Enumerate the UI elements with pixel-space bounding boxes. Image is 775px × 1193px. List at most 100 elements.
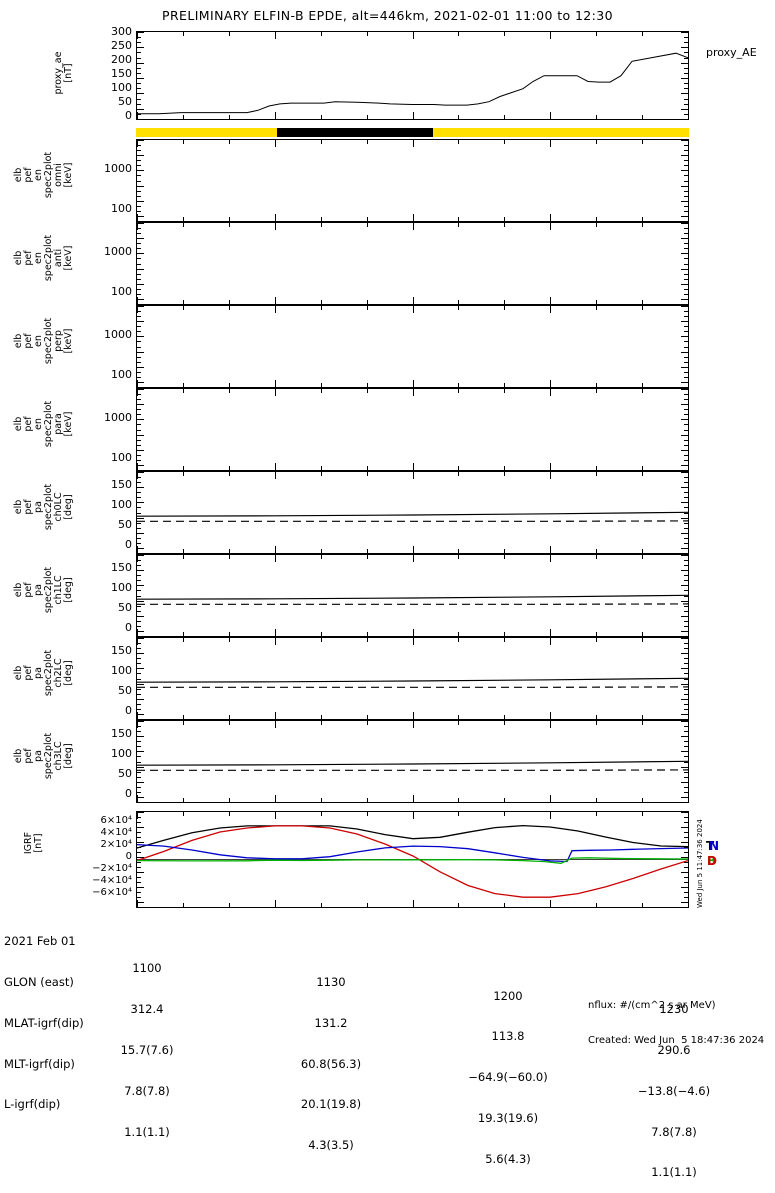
axis-tick xyxy=(137,527,141,529)
axis-tick xyxy=(681,721,688,722)
axis-tick xyxy=(182,632,184,636)
page-title: PRELIMINARY ELFIN-B EPDE, alt=446km, 202… xyxy=(162,8,613,23)
axis-tick xyxy=(137,698,144,700)
axis-tick xyxy=(228,555,230,559)
axis-tick xyxy=(137,119,141,120)
axis-tick xyxy=(137,434,144,436)
axis-tick xyxy=(684,98,688,100)
axis-tick xyxy=(684,497,688,499)
axis-tick xyxy=(681,751,688,753)
cell: 4.3(3.5) xyxy=(308,1138,354,1153)
axis-tick xyxy=(504,472,506,476)
axis-tick xyxy=(137,605,141,607)
axis-tick xyxy=(688,721,689,728)
axis-tick xyxy=(504,383,506,387)
axis-tick xyxy=(137,726,141,728)
panel-en-para xyxy=(136,388,689,471)
axis-tick xyxy=(684,512,688,514)
axis-tick xyxy=(137,817,141,818)
axis-tick xyxy=(412,214,414,221)
axis-tick xyxy=(684,409,688,411)
axis-tick xyxy=(366,466,368,470)
axis-tick xyxy=(688,812,689,819)
axis-tick xyxy=(681,872,688,873)
axis-tick xyxy=(366,389,368,393)
axis-tick xyxy=(182,466,184,470)
axis-tick xyxy=(137,103,141,105)
axis-tick xyxy=(320,217,322,221)
ytick: 200 xyxy=(111,53,132,66)
axis-tick xyxy=(412,629,414,636)
axis-tick xyxy=(274,812,276,819)
axis-tick xyxy=(684,776,688,778)
axis-tick xyxy=(596,306,598,310)
axis-tick xyxy=(366,632,368,636)
axis-tick xyxy=(412,795,414,802)
axis-tick xyxy=(458,306,460,310)
axis-tick xyxy=(137,832,141,833)
axis-tick xyxy=(684,258,688,260)
ytick: 0 xyxy=(125,704,132,717)
axis-tick xyxy=(137,253,144,255)
axis-tick xyxy=(596,217,598,221)
axis-tick xyxy=(137,812,144,813)
axis-tick xyxy=(137,170,144,172)
panel-en-perp xyxy=(136,305,689,388)
axis-tick xyxy=(684,37,688,39)
axis-tick xyxy=(137,625,141,627)
axis-tick xyxy=(684,761,688,763)
panel-proxy-ae xyxy=(136,31,689,120)
panel-pa-ch1lc xyxy=(136,554,689,637)
axis-tick xyxy=(137,791,141,793)
axis-tick xyxy=(137,108,144,110)
axis-tick xyxy=(681,170,688,172)
axis-tick xyxy=(137,570,144,572)
axis-tick xyxy=(684,376,688,378)
axis-tick xyxy=(412,463,414,470)
axis-tick xyxy=(681,419,688,421)
axis-tick xyxy=(684,877,688,878)
cell: −13.8(−4.6) xyxy=(637,1083,711,1098)
axis-tick xyxy=(684,663,688,665)
axis-tick xyxy=(137,897,141,898)
axis-tick xyxy=(458,721,460,725)
axis-tick xyxy=(688,32,689,39)
axis-tick xyxy=(458,472,460,476)
axis-tick xyxy=(504,715,506,719)
axis-tick xyxy=(137,565,141,567)
axis-tick xyxy=(684,771,688,773)
axis-tick xyxy=(137,459,141,461)
axis-tick xyxy=(642,389,644,393)
axis-tick xyxy=(137,892,141,893)
axis-tick xyxy=(550,812,552,819)
axis-tick xyxy=(504,115,506,119)
axis-tick xyxy=(137,366,144,368)
axis-tick xyxy=(182,798,184,802)
axis-tick xyxy=(137,140,144,141)
axis-tick xyxy=(550,900,552,907)
table-row: 2021 Feb 01 1100 1130 1200 1230 xyxy=(4,935,775,1016)
axis-tick xyxy=(320,549,322,553)
axis-tick xyxy=(137,653,144,655)
axis-tick xyxy=(684,595,688,597)
axis-tick xyxy=(684,439,688,441)
igrf-legend-b: B xyxy=(707,854,717,868)
axis-tick xyxy=(228,812,230,816)
axis-tick xyxy=(412,140,414,147)
cell: 1100 xyxy=(132,961,162,976)
axis-tick xyxy=(681,502,688,504)
axis-tick xyxy=(137,205,141,207)
axis-tick xyxy=(137,258,141,260)
ytick: 100 xyxy=(111,664,132,677)
axis-tick xyxy=(688,472,689,479)
axis-tick xyxy=(366,223,368,227)
axis-tick xyxy=(681,389,688,390)
igrf-axis-label: IGRF [nT] xyxy=(23,831,44,855)
axis-tick xyxy=(137,72,141,74)
axis-tick xyxy=(274,297,276,304)
axis-tick xyxy=(596,472,598,476)
axis-tick xyxy=(684,414,688,416)
axis-tick xyxy=(320,140,322,144)
axis-tick xyxy=(412,112,414,119)
axis-tick xyxy=(137,32,144,33)
